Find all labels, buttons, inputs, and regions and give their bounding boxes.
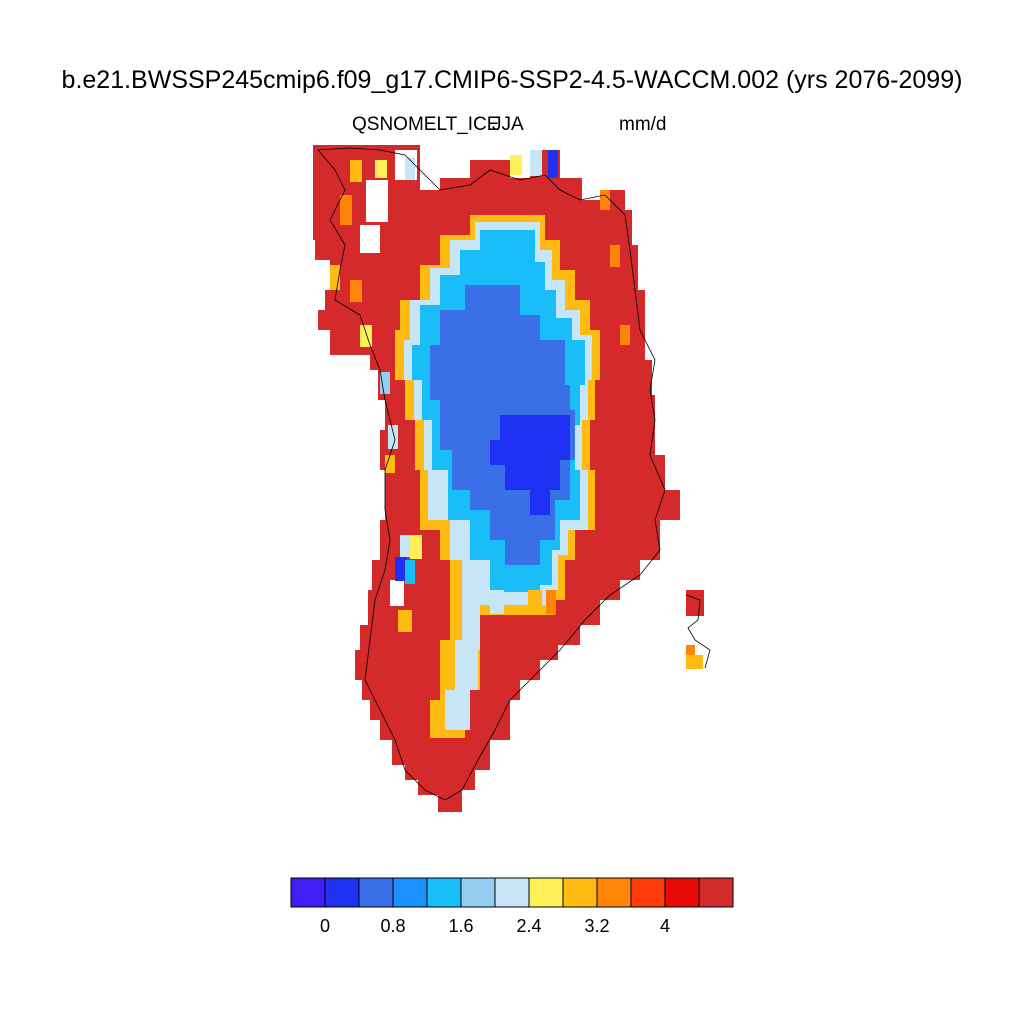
colorbar-tick-label: 2.4 — [516, 916, 541, 936]
colorbar-swatch — [562, 877, 598, 908]
interior-deep-blue — [490, 415, 570, 515]
east-island-orange — [686, 655, 703, 669]
nw-gap-1 — [366, 180, 388, 222]
colorbar-swatch — [426, 877, 462, 908]
colorbar-swatch — [698, 877, 734, 908]
colorbar-swatch — [494, 877, 530, 908]
colorbar-swatch — [664, 877, 700, 908]
east-island-orange-2 — [686, 645, 695, 655]
nw-gap-2 — [360, 225, 380, 253]
coastal-blocks — [330, 150, 630, 632]
island-coastline — [685, 594, 711, 669]
coastline — [317, 147, 666, 801]
colorbar-swatch — [528, 877, 564, 908]
colorbar-swatch — [358, 877, 394, 908]
plot-title: b.e21.BWSSP245cmip6.f09_g17.CMIP6-SSP2-4… — [61, 66, 963, 94]
variable-label: QSNOMELT_ICE — [352, 114, 500, 135]
colorbar-swatch — [630, 877, 666, 908]
colorbar-swatch — [324, 877, 360, 908]
season-label: JJA — [492, 114, 524, 135]
colorbar-swatch — [290, 877, 326, 908]
colorbar-swatch — [392, 877, 428, 908]
colorbar-swatch — [596, 877, 632, 908]
colorbar-tick-label: 0.8 — [380, 916, 405, 936]
units-label: mm/d — [619, 114, 667, 135]
colorbar-tick-label: 3.2 — [584, 916, 609, 936]
sw-gap — [390, 580, 404, 606]
colorbar-tick-label: 0 — [320, 916, 330, 936]
colorbar-swatch — [460, 877, 496, 908]
colorbar-tick-label: 4 — [660, 916, 670, 936]
colorbar-tick-label: 1.6 — [448, 916, 473, 936]
